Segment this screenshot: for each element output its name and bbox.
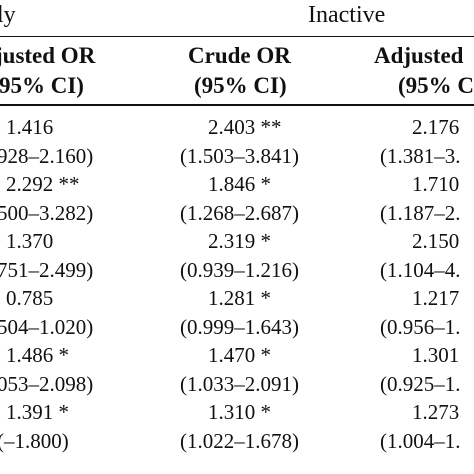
cell-adjusted-or-left-value: 1.391 * — [6, 400, 69, 424]
cell-adjusted-or-left-ci: 928–2.160) — [0, 144, 94, 168]
group-header-left: ly — [0, 2, 16, 28]
cell-adjusted-or-right-ci: (1.104–4. — [380, 258, 461, 282]
cell-adjusted-or-right-ci: (0.925–1. — [380, 372, 461, 396]
cell-crude-or-value: 1.310 * — [208, 400, 271, 424]
cell-adjusted-or-left-ci: 751–2.499) — [0, 258, 94, 282]
cell-adjusted-or-left-value: 1.486 * — [6, 343, 69, 367]
cell-crude-or-ci: (1.022–1.678) — [180, 429, 299, 453]
cell-adjusted-or-right-ci: (1.381–3. — [380, 144, 461, 168]
cell-adjusted-or-left-ci: 500–3.282) — [0, 201, 94, 225]
cell-adjusted-or-left-ci: (–1.800) — [0, 429, 69, 453]
column-header-crude-ci: (95% CI) — [194, 73, 287, 98]
group-header-rule — [0, 36, 474, 37]
group-header-inactive: Inactive — [308, 2, 386, 28]
cell-adjusted-or-left-value: 0.785 — [6, 286, 54, 310]
cell-adjusted-or-right-value: 2.176 — [412, 115, 460, 139]
cell-crude-or-value: 2.403 ** — [208, 115, 282, 139]
cell-adjusted-or-right-value: 1.217 — [412, 286, 460, 310]
cell-adjusted-or-right-ci: (1.187–2. — [380, 201, 461, 225]
cell-adjusted-or-right-value: 2.150 — [412, 229, 460, 253]
cell-adjusted-or-left-value: 1.416 — [6, 115, 54, 139]
cell-crude-or-ci: (1.503–3.841) — [180, 144, 299, 168]
cell-crude-or-value: 1.470 * — [208, 343, 271, 367]
cell-adjusted-or-left-ci: 504–1.020) — [0, 315, 94, 339]
column-header-adjusted-ci-right: (95% C — [398, 73, 474, 98]
column-header-adjusted-or-left: justed OR — [0, 43, 96, 68]
cell-adjusted-or-left-ci: 053–2.098) — [0, 372, 94, 396]
cell-adjusted-or-left-value: 2.292 ** — [6, 172, 80, 196]
cell-adjusted-or-right-value: 1.710 — [412, 172, 460, 196]
column-header-rule — [0, 104, 474, 106]
column-header-crude-or: Crude OR — [188, 43, 291, 68]
cell-adjusted-or-left-value: 1.370 — [6, 229, 54, 253]
column-header-ci-left: 95% CI) — [0, 73, 84, 98]
cell-adjusted-or-right-ci: (1.004–1. — [380, 429, 461, 453]
cell-adjusted-or-right-value: 1.301 — [412, 343, 460, 367]
cell-crude-or-ci: (0.939–1.216) — [180, 258, 299, 282]
cell-crude-or-ci: (0.999–1.643) — [180, 315, 299, 339]
cell-crude-or-ci: (1.268–2.687) — [180, 201, 299, 225]
cell-adjusted-or-right-value: 1.273 — [412, 400, 460, 424]
cell-crude-or-ci: (1.033–2.091) — [180, 372, 299, 396]
cell-crude-or-value: 2.319 * — [208, 229, 271, 253]
cell-adjusted-or-right-ci: (0.956–1. — [380, 315, 461, 339]
column-header-adjusted-or-right: Adjusted — [374, 43, 464, 68]
cell-crude-or-value: 1.281 * — [208, 286, 271, 310]
cell-crude-or-value: 1.846 * — [208, 172, 271, 196]
